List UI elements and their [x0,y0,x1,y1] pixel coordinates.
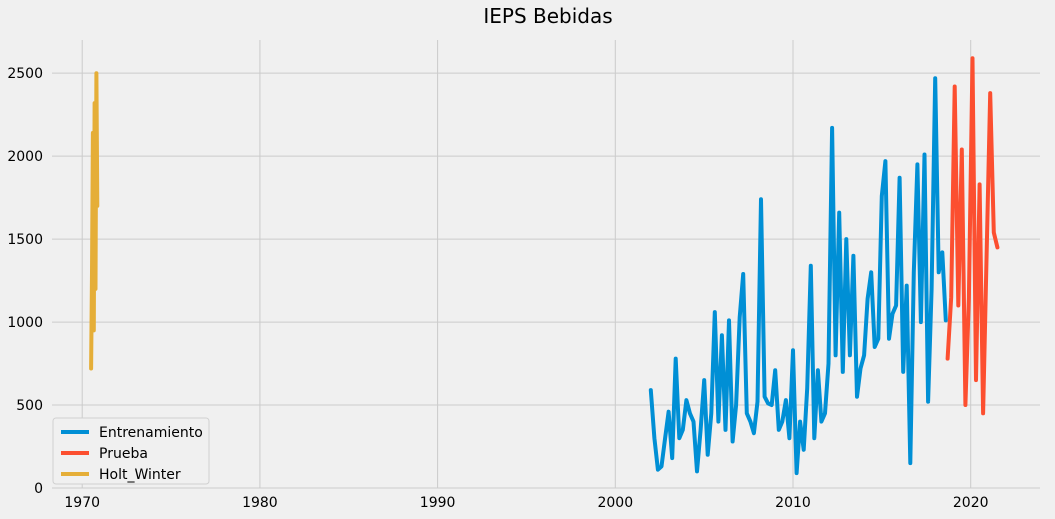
series-line-entrenamiento [648,76,948,476]
legend-label: Holt_Winter [99,467,181,483]
y-tick-label: 1000 [7,315,43,331]
x-tick-label: 2020 [953,495,989,511]
legend: Entrenamiento Prueba Holt_Winter [52,417,210,485]
x-tick-label: 1980 [242,495,278,511]
legend-label: Entrenamiento [99,425,203,441]
series-lines [89,56,1000,476]
chart-title: IEPS Bebidas [483,4,612,28]
legend-box [52,417,210,485]
x-tick-label: 1990 [420,495,456,511]
x-tick-label: 2000 [597,495,633,511]
grid [52,40,1040,489]
y-tick-label: 500 [16,398,43,414]
legend-label: Prueba [99,446,148,462]
series-line-holt-winter [89,71,100,371]
tick-labels: 1970 1980 1990 2000 2010 2020 0 500 1000 1500 2000… [7,66,988,511]
y-tick-label: 2500 [7,66,43,82]
x-tick-label: 1970 [64,495,100,511]
series-line-prueba [945,56,1000,416]
y-tick-label: 2000 [7,149,43,165]
x-tick-label: 2010 [775,495,811,511]
y-tick-label: 0 [34,481,43,497]
y-tick-label: 1500 [7,232,43,248]
